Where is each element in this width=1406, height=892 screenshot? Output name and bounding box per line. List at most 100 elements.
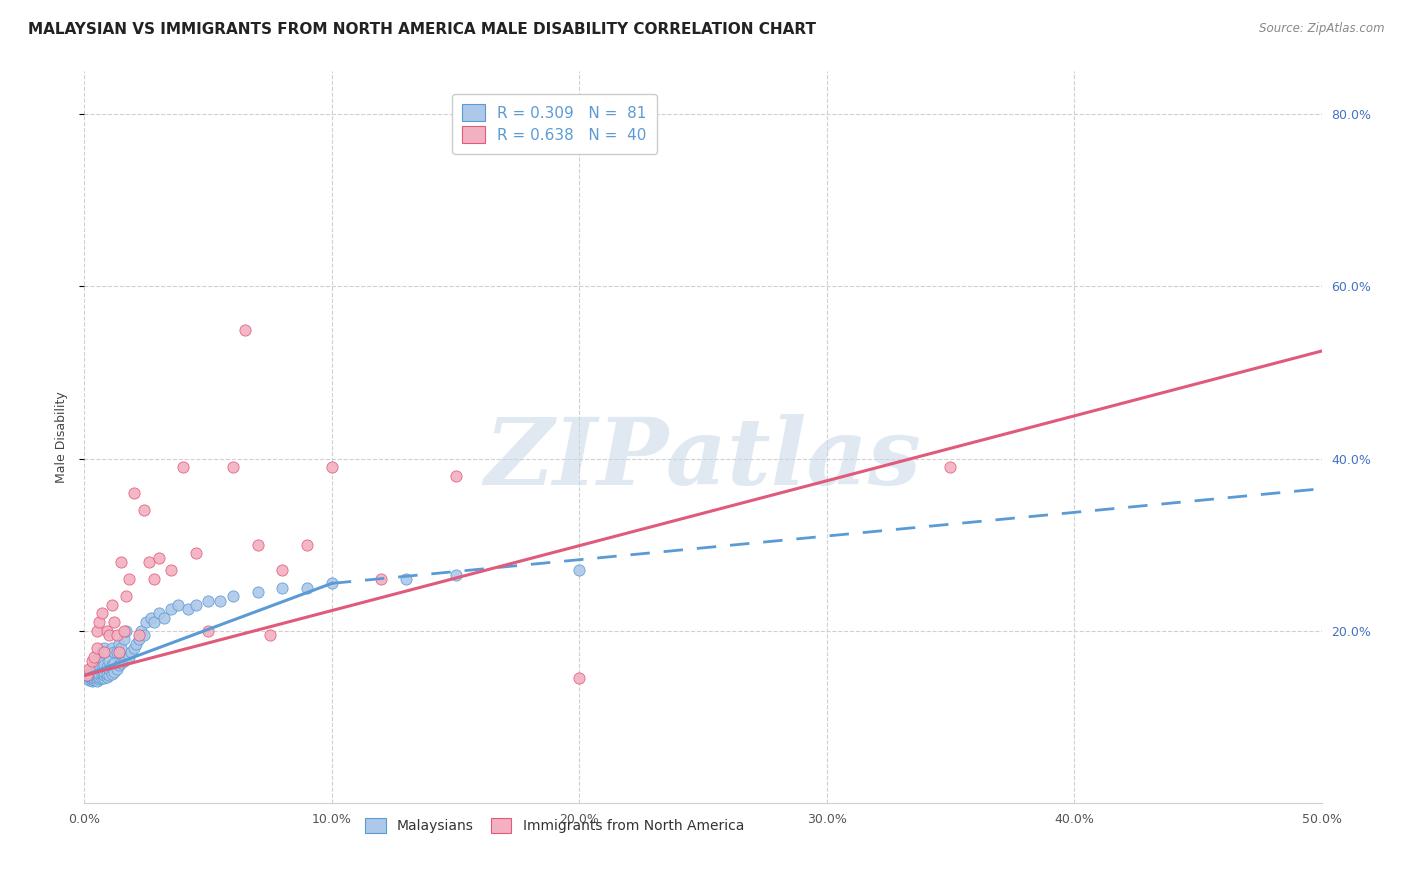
Point [103, 665, 125, 679]
Point [96, 660, 118, 674]
Point [148, 607, 170, 621]
Point [110, 555, 132, 569]
Point [105, 662, 128, 676]
Point [86, 668, 108, 682]
Y-axis label: Male Disability: Male Disability [55, 392, 67, 483]
Point [90, 671, 112, 685]
Point [132, 503, 155, 517]
Point [138, 555, 160, 569]
Point [184, 598, 207, 612]
Point [160, 602, 183, 616]
Point [939, 460, 962, 475]
Point [184, 546, 207, 560]
Point [96, 624, 118, 638]
Point [93, 645, 115, 659]
Point [80, 672, 103, 686]
Point [122, 640, 145, 655]
Point [112, 624, 135, 638]
Point [89, 660, 111, 674]
Point [89, 670, 111, 684]
Point [321, 576, 343, 591]
Point [103, 645, 125, 659]
Point [141, 611, 163, 625]
Point [93, 668, 115, 682]
Point [112, 654, 135, 668]
Point [76, 668, 98, 682]
Point [246, 538, 269, 552]
Point [79, 666, 101, 681]
Point [370, 572, 392, 586]
Point [118, 649, 141, 664]
Point [132, 628, 155, 642]
Point [103, 615, 125, 629]
Point [76, 668, 98, 682]
Point [86, 640, 108, 655]
Point [79, 662, 101, 676]
Point [86, 673, 108, 688]
Point [108, 637, 131, 651]
Point [93, 671, 115, 685]
Point [100, 640, 122, 655]
Text: Source: ZipAtlas.com: Source: ZipAtlas.com [1260, 22, 1385, 36]
Point [100, 666, 122, 681]
Point [120, 645, 142, 659]
Point [444, 567, 467, 582]
Point [125, 637, 148, 651]
Point [233, 322, 256, 336]
Point [86, 662, 108, 676]
Point [100, 598, 122, 612]
Point [222, 589, 245, 603]
Point [321, 460, 343, 475]
Point [246, 585, 269, 599]
Point [86, 624, 108, 638]
Point [142, 615, 165, 629]
Point [89, 615, 111, 629]
Point [105, 645, 128, 659]
Point [128, 632, 150, 647]
Point [167, 598, 190, 612]
Point [197, 593, 219, 607]
Point [444, 468, 467, 483]
Point [89, 649, 111, 664]
Point [100, 658, 122, 673]
Point [80, 670, 103, 684]
Point [80, 662, 103, 676]
Point [83, 668, 105, 682]
Point [112, 632, 135, 647]
Point [122, 486, 145, 500]
Point [90, 607, 112, 621]
Point [129, 624, 152, 638]
Point [118, 572, 141, 586]
Point [90, 662, 112, 676]
Point [115, 651, 138, 665]
Point [83, 671, 105, 685]
Point [89, 666, 111, 681]
Point [108, 645, 131, 659]
Point [108, 658, 131, 673]
Point [83, 658, 105, 673]
Point [271, 581, 294, 595]
Point [271, 564, 294, 578]
Text: ZIPatlas: ZIPatlas [485, 414, 921, 504]
Point [152, 611, 174, 625]
Point [209, 593, 232, 607]
Point [568, 564, 591, 578]
Point [80, 673, 103, 688]
Point [79, 670, 101, 684]
Point [80, 654, 103, 668]
Point [110, 657, 132, 671]
Point [295, 581, 318, 595]
Point [93, 658, 115, 673]
Point [96, 645, 118, 659]
Point [79, 673, 101, 687]
Point [172, 460, 194, 475]
Point [128, 628, 150, 642]
Point [98, 662, 121, 676]
Point [135, 615, 157, 629]
Point [160, 564, 183, 578]
Point [98, 628, 121, 642]
Point [86, 671, 108, 685]
Point [76, 671, 98, 685]
Point [295, 538, 318, 552]
Point [115, 624, 138, 638]
